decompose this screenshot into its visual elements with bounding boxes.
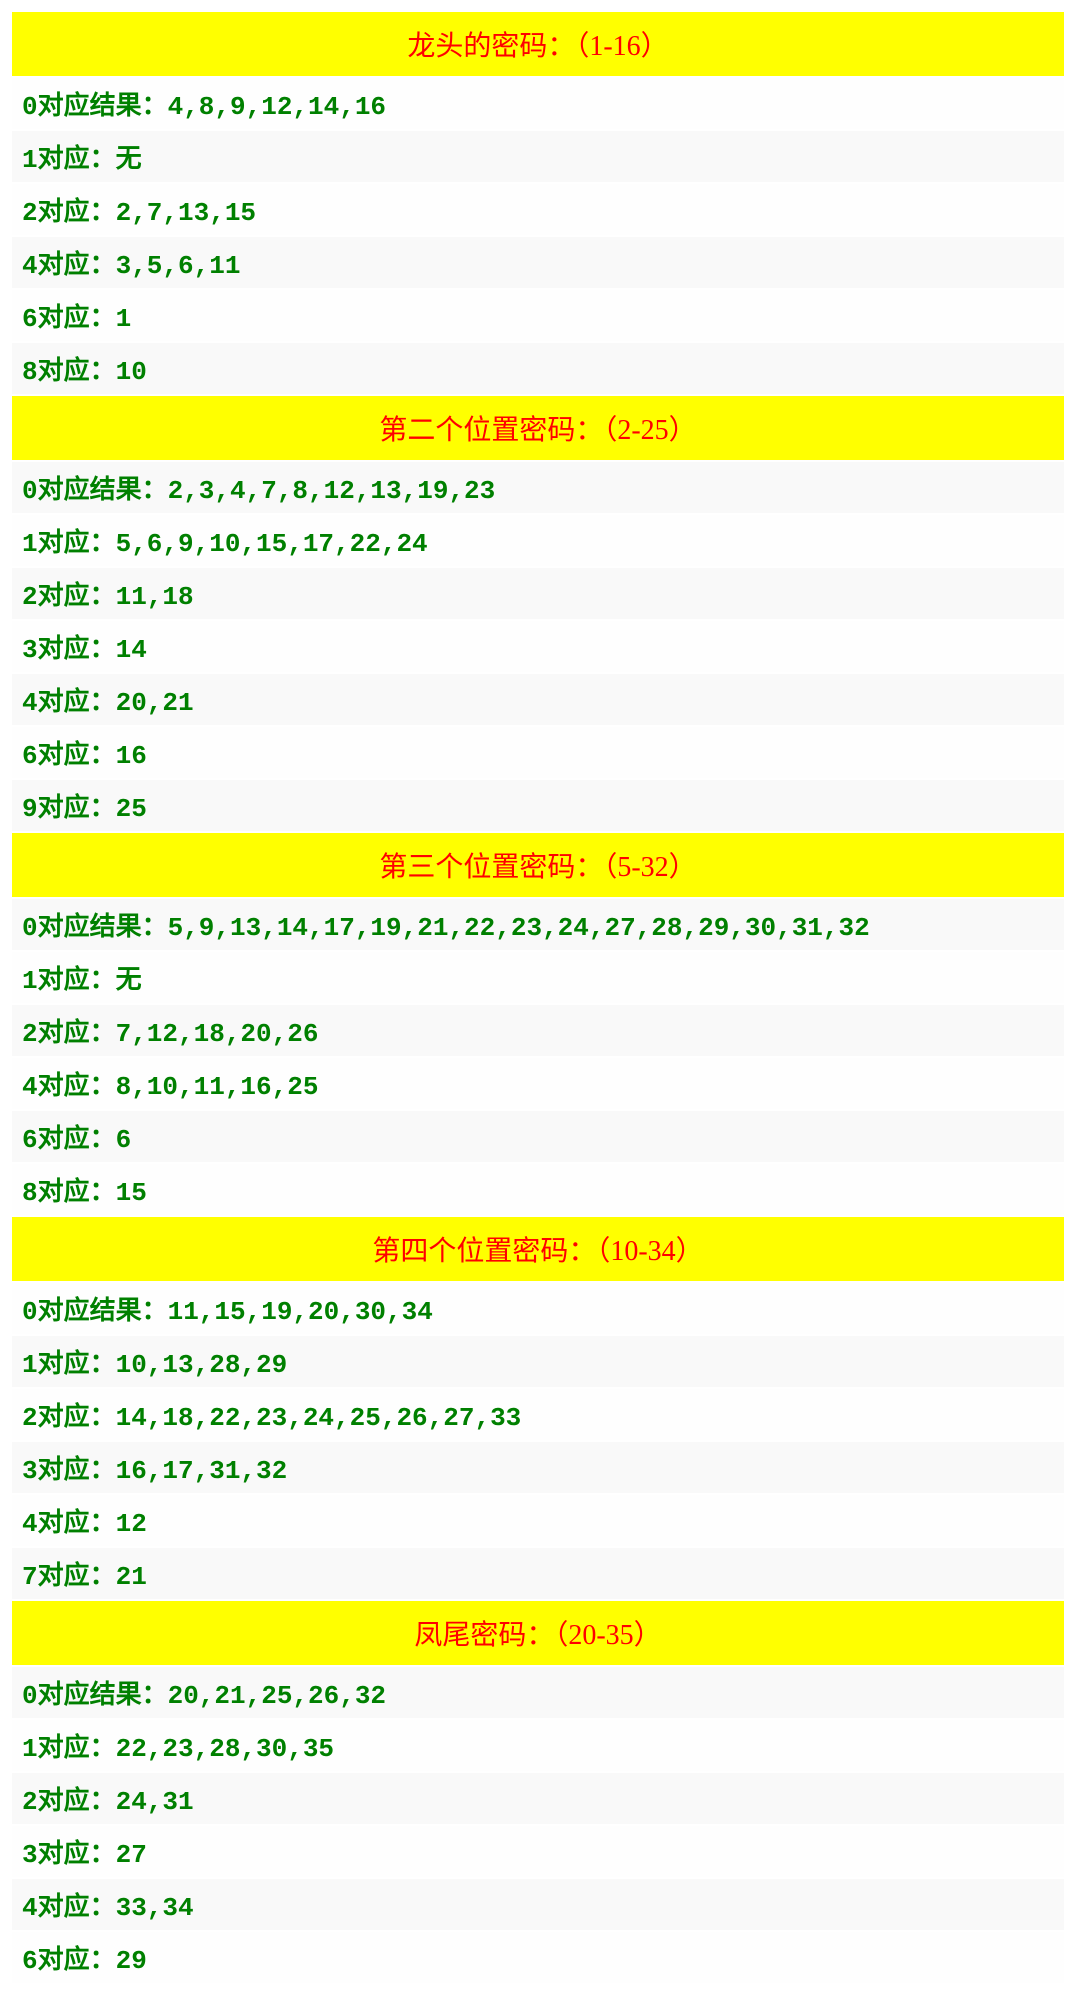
data-row: 0对应结果：4,8,9,12,14,16 xyxy=(12,78,1064,131)
section-header: 凤尾密码：（20-35） xyxy=(12,1601,1064,1667)
data-row: 2对应：14,18,22,23,24,25,26,27,33 xyxy=(12,1389,1064,1442)
data-row: 9对应：25 xyxy=(12,780,1064,833)
data-row: 0对应结果：20,21,25,26,32 xyxy=(12,1667,1064,1720)
data-row: 3对应：14 xyxy=(12,621,1064,674)
data-row: 4对应：20,21 xyxy=(12,674,1064,727)
data-row: 1对应：22,23,28,30,35 xyxy=(12,1720,1064,1773)
data-row: 1对应：无 xyxy=(12,952,1064,1005)
data-row: 2对应：24,31 xyxy=(12,1773,1064,1826)
data-row: 6对应：16 xyxy=(12,727,1064,780)
data-row: 7对应：21 xyxy=(12,1548,1064,1601)
lottery-code-table: 龙头的密码：（1-16）0对应结果：4,8,9,12,14,161对应：无2对应… xyxy=(0,0,1076,1997)
data-row: 2对应：7,12,18,20,26 xyxy=(12,1005,1064,1058)
section-header: 第四个位置密码：（10-34） xyxy=(12,1217,1064,1283)
section-header: 第三个位置密码：（5-32） xyxy=(12,833,1064,899)
data-row: 1对应：10,13,28,29 xyxy=(12,1336,1064,1389)
data-row: 8对应：10 xyxy=(12,343,1064,396)
data-row: 4对应：3,5,6,11 xyxy=(12,237,1064,290)
section-header: 龙头的密码：（1-16） xyxy=(12,12,1064,78)
data-row: 2对应：11,18 xyxy=(12,568,1064,621)
data-row: 0对应结果：5,9,13,14,17,19,21,22,23,24,27,28,… xyxy=(12,899,1064,952)
data-row: 4对应：12 xyxy=(12,1495,1064,1548)
data-row: 3对应：16,17,31,32 xyxy=(12,1442,1064,1495)
data-row: 0对应结果：11,15,19,20,30,34 xyxy=(12,1283,1064,1336)
data-row: 6对应：1 xyxy=(12,290,1064,343)
data-row: 3对应：27 xyxy=(12,1826,1064,1879)
data-row: 6对应：6 xyxy=(12,1111,1064,1164)
data-row: 8对应：15 xyxy=(12,1164,1064,1217)
data-row: 4对应：8,10,11,16,25 xyxy=(12,1058,1064,1111)
data-row: 2对应：2,7,13,15 xyxy=(12,184,1064,237)
data-row: 1对应：5,6,9,10,15,17,22,24 xyxy=(12,515,1064,568)
data-row: 4对应：33,34 xyxy=(12,1879,1064,1932)
data-row: 0对应结果：2,3,4,7,8,12,13,19,23 xyxy=(12,462,1064,515)
section-header: 第二个位置密码：（2-25） xyxy=(12,396,1064,462)
data-row: 6对应：29 xyxy=(12,1932,1064,1985)
data-row: 1对应：无 xyxy=(12,131,1064,184)
